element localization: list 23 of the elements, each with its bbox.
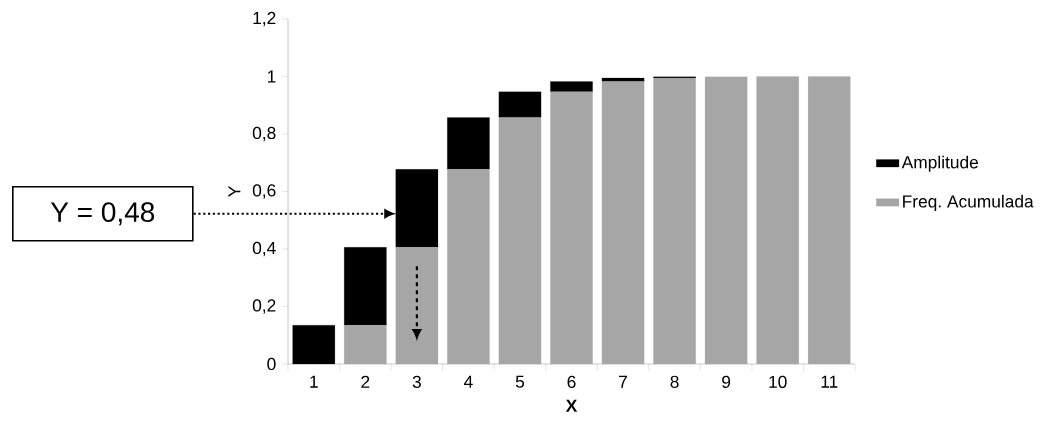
x-tick-label: 6 — [567, 375, 576, 388]
x-tick-label: 1 — [310, 375, 318, 388]
text: Y = 0,48 — [50, 202, 155, 226]
x-tick-label: 11 — [821, 375, 838, 388]
x-tick-label: 3 — [412, 375, 421, 388]
y-tick-label: 0,2 — [252, 299, 276, 314]
y-tick-label: 0 — [267, 357, 276, 371]
x-axis-title: X — [565, 399, 578, 412]
y-axis-title: Y — [228, 186, 241, 197]
x-tick-label: 7 — [619, 375, 627, 388]
x-tick-label: 4 — [463, 375, 473, 388]
x-tick-label: 5 — [515, 375, 525, 388]
legend-label: Amplitude — [901, 155, 978, 172]
y-tick-label: 0,6 — [252, 184, 276, 199]
y-tick-label: 0,8 — [252, 126, 276, 142]
x-tick-label: 8 — [670, 375, 679, 388]
x-tick-label: 10 — [769, 375, 787, 388]
x-tick-label: 9 — [722, 375, 731, 388]
y-tick-label: 0,4 — [252, 241, 276, 257]
y-tick-label: 1 — [267, 70, 276, 83]
y-tick-label: 1,2 — [253, 11, 276, 27]
x-tick-label: 2 — [361, 375, 370, 388]
legend-label: Freq. Acumulada — [903, 194, 1034, 212]
